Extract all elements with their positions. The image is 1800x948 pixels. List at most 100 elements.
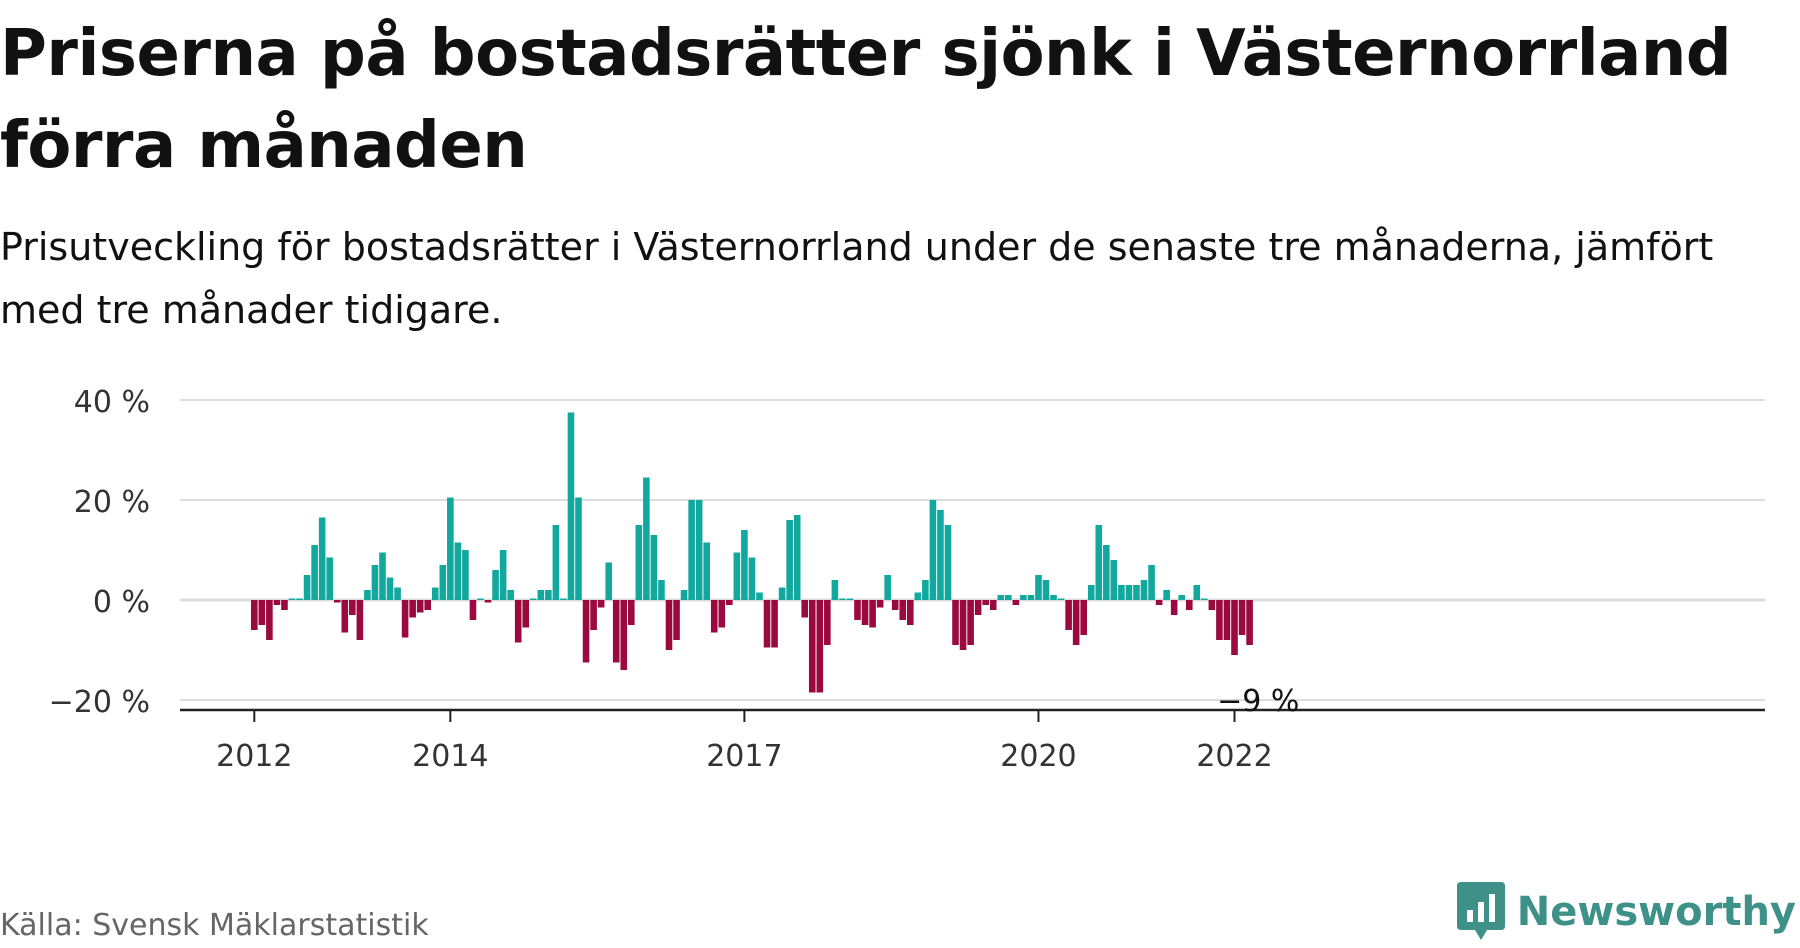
bar [552,525,560,600]
bar [560,598,567,600]
bar [258,600,266,625]
bar [1027,595,1035,600]
bar [1065,600,1072,630]
bar [1110,560,1118,600]
bar [778,587,786,600]
bar [937,510,944,600]
bar [643,477,650,600]
bar [1133,585,1140,600]
bar [288,598,296,600]
bar [703,542,710,600]
bar [816,600,824,693]
bar [499,550,507,600]
bar [439,565,447,600]
bar [665,600,673,650]
bar [710,600,718,633]
bar [590,600,597,630]
bar [514,600,522,643]
bar [1246,600,1253,645]
bar [1103,545,1110,600]
bar [597,600,605,608]
bar [356,600,364,640]
bar [492,570,499,600]
bar [401,600,409,638]
bar [944,525,952,600]
bar [959,600,967,650]
y-tick-label: 40 % [74,385,150,420]
bar [1155,600,1163,605]
bar [906,600,914,625]
bar [386,577,394,600]
bar [296,598,303,600]
bar [1238,600,1246,635]
bar [469,600,477,620]
bar [529,598,537,600]
bar [1050,595,1057,600]
bar [273,600,281,605]
bar [628,600,635,625]
bar [876,600,884,608]
bar [899,600,907,620]
bar [726,600,733,605]
bar [567,412,575,600]
bar [989,600,997,610]
bar [379,552,386,600]
bar [1125,585,1133,600]
bar [922,580,929,600]
bar [982,600,989,605]
bar [635,525,643,600]
bar [1208,600,1216,610]
chart-subtitle: Prisutveckling för bostadsrätter i Väste… [0,225,1714,332]
bar [1118,585,1125,600]
bar [1170,600,1178,615]
bar [741,530,748,600]
bar [869,600,876,628]
bar [808,600,816,693]
bar [861,600,869,625]
bar [718,600,726,628]
bar [1216,600,1223,640]
bar [251,600,258,630]
bar [1020,595,1027,600]
bar [394,587,401,600]
bar [1080,600,1087,635]
bar [884,575,891,600]
bar [952,600,959,645]
bar [793,515,801,600]
bar [1005,595,1012,600]
y-tick-label: 20 % [74,485,150,520]
source-note: Källa: Svensk Mäklarstatistik [0,908,429,943]
bar [447,497,454,600]
bar [582,600,590,663]
bar [1148,565,1155,600]
bar [1178,595,1186,600]
bar [695,500,703,600]
bar [326,557,333,600]
bar [1193,585,1201,600]
bar [371,565,379,600]
bar [303,575,311,600]
bar [1163,590,1170,600]
y-tick-label: 0 % [93,585,150,620]
bar [612,600,620,663]
bar [846,598,854,600]
bar [1185,600,1193,610]
bar [771,600,778,648]
bar [733,552,741,600]
bar [891,600,899,610]
bar-chart: −20 % 0 % 20 % 40 % 2012 2014 2017 2020 2022 −9 % [49,385,1765,774]
x-tick-label: 2020 [1000,739,1076,774]
bar [333,600,341,603]
bar [756,592,763,600]
bar [650,535,658,600]
bar [364,590,371,600]
bar [1140,580,1148,600]
bar [318,517,326,600]
x-tick-label: 2022 [1196,739,1272,774]
brand-name: Newsworthy [1516,889,1796,935]
bar [605,562,612,600]
bar [1035,575,1042,600]
bar [997,595,1005,600]
bar [974,600,982,615]
bar [462,550,469,600]
